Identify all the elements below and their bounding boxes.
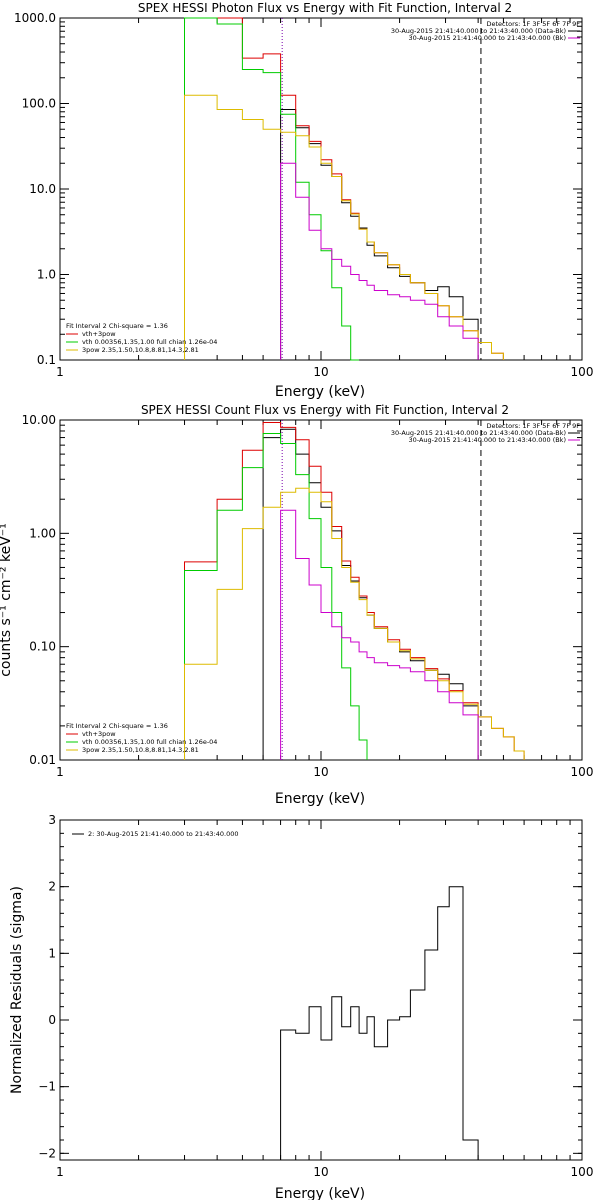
series-vth (184, 433, 368, 760)
y-tick-label: 1.0 (37, 268, 56, 282)
series-2-30-aug-2015-21-41-40-000-to-21-43-40-000 (280, 886, 479, 1160)
photon-flux-xlabel: Energy (keV) (275, 384, 365, 400)
residuals-frame (59, 819, 583, 1161)
count-flux-xlabel: Energy (keV) (275, 791, 365, 807)
x-tick-label: 10 (313, 1165, 328, 1179)
legend-left-label: vth 0.00356,1.35,1.00 full chian 1.26e-0… (82, 738, 217, 746)
series-vth (184, 17, 360, 361)
x-tick-label: 1 (56, 765, 64, 779)
y-tick-label: 10.00 (22, 413, 56, 427)
y-tick-label: 0.01 (29, 753, 56, 767)
photon-flux-panel: SPEX HESSI Photon Flux vs Energy with Fi… (14, 1, 593, 400)
y-tick-label: 1 (48, 946, 56, 960)
y-tick-label: 0.1 (37, 353, 56, 367)
y-tick-label: 10.0 (29, 182, 56, 196)
legend-left-label: 3pow 2.35,1.50,10.8,8.81,14.3,2.81 (82, 346, 199, 354)
legend-left-label: vth 0.00356,1.35,1.00 full chian 1.26e-0… (82, 338, 217, 346)
y-tick-label: 0.10 (29, 640, 56, 654)
y-tick-label: 1.00 (29, 526, 56, 540)
x-tick-label: 100 (571, 765, 594, 779)
residuals-ylabel: Normalized Residuals (sigma) (9, 886, 25, 1094)
legend-detectors: Detectors: 1F 3F 5F 6F 7F 9F (486, 20, 580, 28)
series-3pow (184, 487, 525, 760)
x-tick-label: 1 (56, 1165, 64, 1179)
series-data-bk (280, 109, 479, 360)
x-tick-label: 1 (56, 365, 64, 379)
series-bk (280, 509, 479, 760)
legend-right-label: 30-Aug-2015 21:41:40.000 to 21:43:40.000… (409, 34, 566, 42)
x-tick-label: 10 (313, 365, 328, 379)
photon-flux-frame (59, 17, 583, 361)
count-flux-panel: SPEX HESSI Count Flux vs Energy with Fit… (0, 403, 593, 807)
y-tick-label: 0 (48, 1013, 56, 1027)
x-tick-label: 100 (571, 365, 594, 379)
count-flux-title: SPEX HESSI Count Flux vs Energy with Fit… (141, 403, 509, 417)
legend-left-label: vth+3pow (82, 330, 116, 338)
legend-label: 2: 30-Aug-2015 21:41:40.000 to 21:43:40.… (88, 830, 239, 838)
series-bk (280, 162, 479, 360)
legend-right-label: 30-Aug-2015 21:41:40.000 to 21:43:40.000… (409, 436, 566, 444)
series-3pow (184, 94, 504, 360)
count-flux-ylabel: counts s⁻¹ cm⁻² keV⁻¹ (0, 523, 14, 677)
x-tick-label: 100 (571, 1165, 594, 1179)
legend-fit-interval: Fit Interval 2 Chi-square = 1.36 (66, 322, 168, 330)
legend-left-label: vth+3pow (82, 730, 116, 738)
legend-detectors: Detectors: 1F 3F 5F 6F 7F 9F (486, 422, 580, 430)
series-vth-3pow (184, 422, 525, 760)
y-tick-label: 100.0 (22, 97, 56, 111)
y-tick-label: 2 (48, 880, 56, 894)
legend-fit-interval: Fit Interval 2 Chi-square = 1.36 (66, 722, 168, 730)
series-data-bk (262, 428, 479, 760)
y-tick-label: 3 (48, 813, 56, 827)
residuals-panel: Energy (keV) Normalized Residuals (sigma… (9, 813, 593, 1200)
legend-right-label: 30-Aug-2015 21:41:40.000 to 21:43:40.000… (391, 429, 566, 437)
photon-flux-title: SPEX HESSI Photon Flux vs Energy with Fi… (138, 1, 512, 15)
residuals-xlabel: Energy (keV) (275, 1186, 365, 1200)
legend-left-label: 3pow 2.35,1.50,10.8,8.81,14.3,2.81 (82, 746, 199, 754)
y-tick-label: −2 (38, 1146, 56, 1160)
y-tick-label: −1 (38, 1080, 56, 1094)
x-tick-label: 10 (313, 765, 328, 779)
series-vth-3pow (184, 17, 504, 360)
legend-right-label: 30-Aug-2015 21:41:40.000 to 21:43:40.000… (391, 27, 566, 35)
y-tick-label: 1000.0 (14, 11, 56, 25)
